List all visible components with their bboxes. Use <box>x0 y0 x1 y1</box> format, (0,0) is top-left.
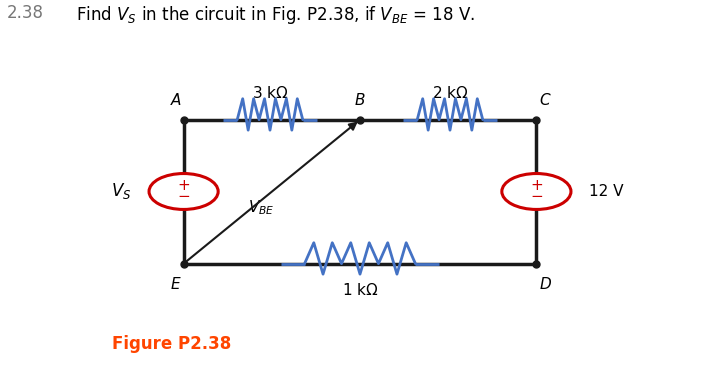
Text: $V_{BE}$: $V_{BE}$ <box>248 198 275 217</box>
Text: E: E <box>170 277 180 292</box>
Text: Find $V_S$ in the circuit in Fig. P2.38, if $V_{BE}$ = 18 V.: Find $V_S$ in the circuit in Fig. P2.38,… <box>76 4 474 26</box>
Circle shape <box>502 174 571 209</box>
Text: 1 k$\Omega$: 1 k$\Omega$ <box>342 282 378 298</box>
Text: D: D <box>539 277 551 292</box>
Text: 2.38: 2.38 <box>7 4 44 22</box>
Circle shape <box>149 174 218 209</box>
Text: +: + <box>177 178 190 193</box>
Text: 3 k$\Omega$: 3 k$\Omega$ <box>252 85 288 101</box>
Text: Figure P2.38: Figure P2.38 <box>112 335 231 353</box>
Text: A: A <box>171 94 181 108</box>
Text: +: + <box>530 178 543 193</box>
Text: 12 V: 12 V <box>589 184 624 199</box>
Text: B: B <box>355 94 365 108</box>
Text: C: C <box>540 94 550 108</box>
Text: −: − <box>530 189 543 204</box>
Text: 2 k$\Omega$: 2 k$\Omega$ <box>432 85 468 101</box>
Text: $V_S$: $V_S$ <box>111 181 131 202</box>
Text: −: − <box>177 189 190 204</box>
